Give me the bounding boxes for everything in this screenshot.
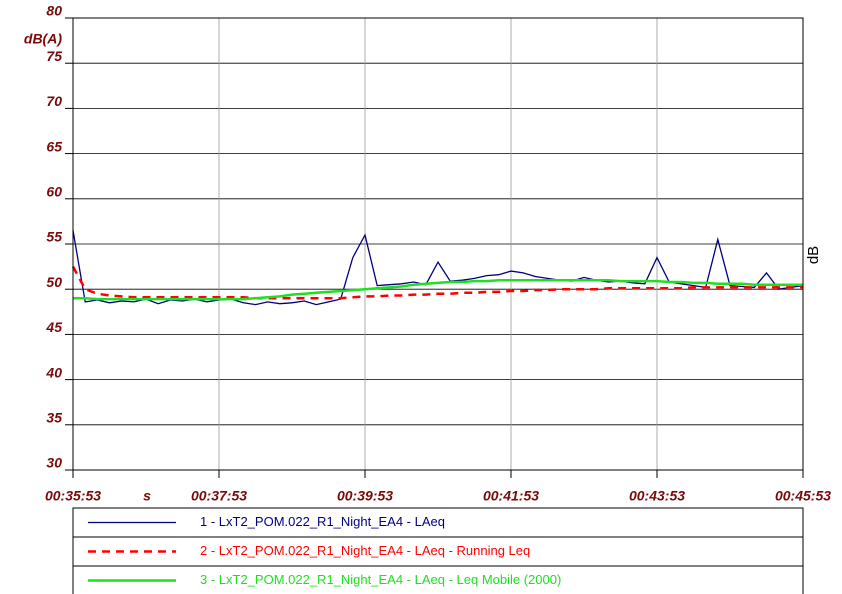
y-tick-label: 75	[46, 48, 62, 64]
y-tick-label: 40	[45, 364, 62, 380]
y2-label: dB	[805, 246, 822, 264]
legend-label: 2 - LxT2_POM.022_R1_Night_EA4 - LAeq - R…	[200, 543, 530, 558]
y-unit: dB(A)	[24, 31, 62, 47]
x-tick-label: 00:41:53	[483, 488, 539, 504]
legend	[72, 507, 804, 594]
y-tick-label: 35	[46, 410, 62, 426]
y-tick-label: 65	[46, 138, 62, 154]
y-tick-label: 30	[46, 455, 62, 471]
x-tick-label: 00:37:53	[191, 488, 247, 504]
y-tick-label: 60	[46, 184, 62, 200]
x-tick-label: 00:45:53	[775, 488, 831, 504]
series-line	[71, 266, 803, 300]
legend-label: 1 - LxT2_POM.022_R1_Night_EA4 - LAeq	[200, 514, 445, 529]
series-line	[73, 278, 803, 301]
y-tick-label: 70	[46, 93, 62, 109]
legend-label: 3 - LxT2_POM.022_R1_Night_EA4 - LAeq - L…	[200, 572, 561, 587]
x-tick-label: 00:39:53	[337, 488, 393, 504]
x-tick-label: 00:35:53	[45, 488, 101, 504]
y-tick-label: 50	[46, 274, 62, 290]
x-tick-label: 00:43:53	[629, 488, 685, 504]
plot-border	[72, 17, 804, 471]
y-tick-label: 55	[46, 229, 62, 245]
y-tick-label: 45	[45, 319, 62, 335]
y-tick-label: 80	[46, 3, 62, 19]
x-unit: s	[143, 488, 151, 504]
